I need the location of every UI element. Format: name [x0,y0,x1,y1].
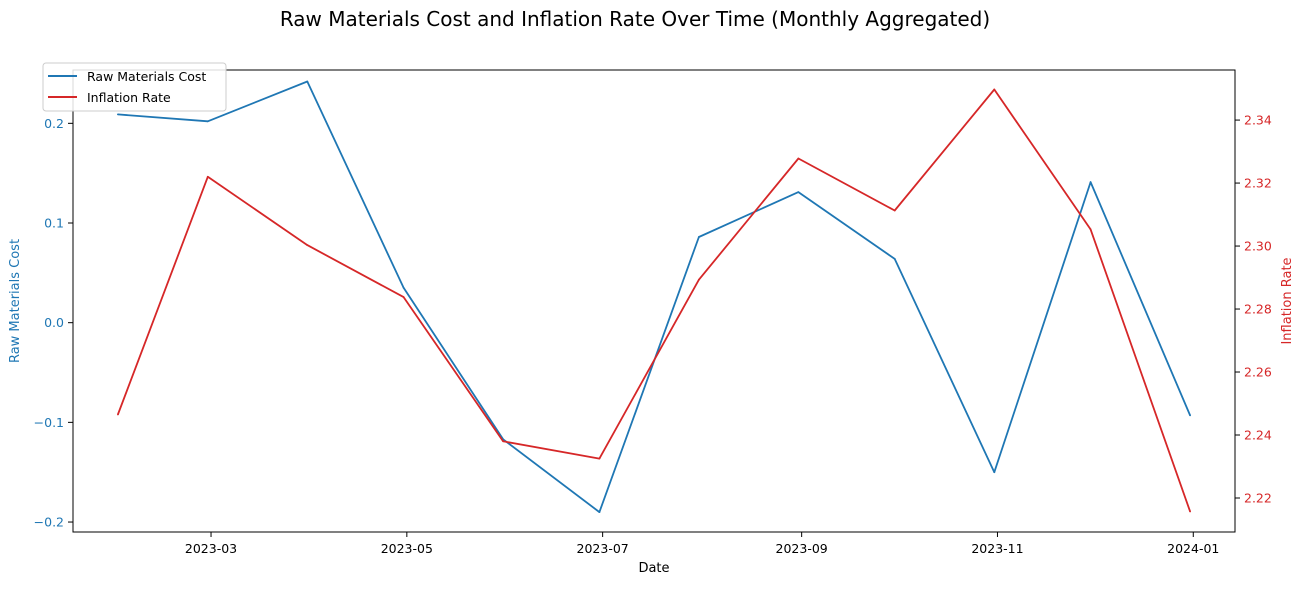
y-right-tick-label: 2.30 [1244,239,1272,254]
x-tick-label: 2023-11 [971,541,1023,556]
y-axis-right-label: Inflation Rate [1280,257,1295,344]
y-axis-right: 2.22 2.24 2.26 2.28 2.30 2.32 2.34 [1235,113,1272,505]
data-point-raw-materials-cost [797,191,800,194]
legend-label-inflation-rate: Inflation Rate [87,90,171,105]
y-right-tick-label: 2.24 [1244,428,1272,443]
y-right-tick-label: 2.26 [1244,365,1272,380]
data-point-raw-materials-cost [206,120,209,123]
plot-frame [72,69,1236,533]
series-line-inflation-rate [117,88,1191,512]
data-point-raw-materials-cost [1089,181,1092,184]
data-point-inflation-rate [993,88,996,91]
data-point-inflation-rate [1089,228,1092,231]
data-point-raw-materials-cost [1189,414,1191,417]
chart-title: Raw Materials Cost and Inflation Rate Ov… [280,7,990,31]
data-point-inflation-rate [502,440,504,443]
data-point-raw-materials-cost [402,286,405,289]
data-point-inflation-rate [117,413,119,416]
x-tick-label: 2023-03 [185,541,237,556]
x-tick-label: 2023-09 [776,541,828,556]
y-left-tick-label: 0.2 [44,116,64,131]
y-right-tick-label: 2.22 [1244,490,1272,505]
x-axis: 2023-03 2023-05 2023-07 2023-09 2023-11 2024-… [185,532,1219,556]
data-point-raw-materials-cost [893,258,896,260]
y-axis-left-label: Raw Materials Cost [8,239,23,363]
data-point-raw-materials-cost [598,511,601,513]
data-point-raw-materials-cost [306,80,309,83]
data-point-inflation-rate [206,175,209,178]
x-tick-label: 2023-07 [577,541,629,556]
x-tick-label: 2023-05 [381,541,433,556]
x-axis-label: Date [638,561,669,576]
y-left-tick-label: 0.0 [44,315,64,330]
y-left-tick-label: −0.2 [34,515,64,530]
data-point-inflation-rate [306,244,309,247]
legend-label-raw-materials-cost: Raw Materials Cost [87,69,206,84]
legend-box [42,62,227,112]
y-left-tick-label: −0.1 [34,415,64,430]
y-axis-left: −0.2 −0.1 0.0 0.1 0.2 [34,116,73,530]
data-point-raw-materials-cost [117,113,119,116]
y-right-tick-label: 2.28 [1244,302,1272,317]
data-point-inflation-rate [402,296,405,298]
y-right-tick-label: 2.32 [1244,176,1272,191]
y-right-tick-label: 2.34 [1244,113,1272,128]
data-point-inflation-rate [698,278,700,281]
series-line-raw-materials-cost [117,80,1191,513]
x-tick-label: 2024-01 [1167,541,1219,556]
y-left-tick-label: 0.1 [44,216,64,231]
series-layer [117,80,1191,513]
data-point-inflation-rate [1189,510,1191,513]
data-point-raw-materials-cost [698,236,700,238]
data-point-raw-materials-cost [993,471,996,474]
data-point-inflation-rate [893,209,896,212]
data-point-inflation-rate [797,157,800,160]
data-point-inflation-rate [598,457,601,460]
legend: Raw Materials Cost Inflation Rate [42,62,227,112]
